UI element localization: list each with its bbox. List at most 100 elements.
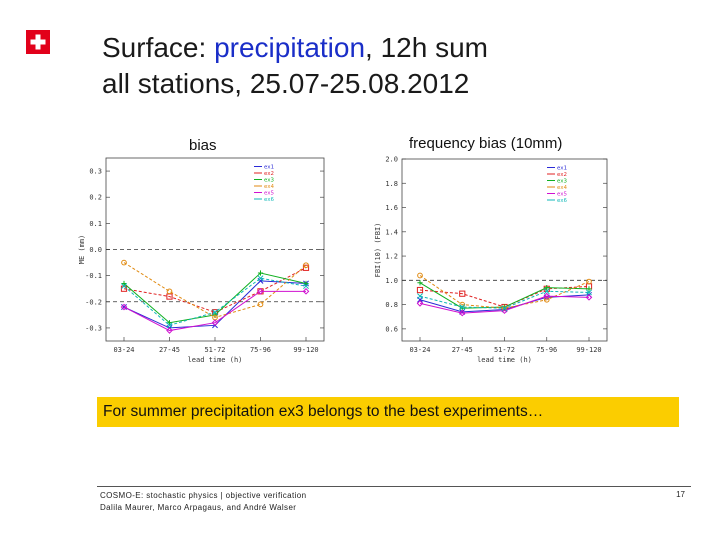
legend-label-ex1: ex1 (557, 166, 567, 172)
y-tick-label: 1.2 (385, 253, 398, 261)
footer-credits: COSMO-E: stochastic physics | objective … (100, 490, 307, 514)
data-point-ex3 (544, 285, 550, 291)
swiss-cross-icon (30, 34, 46, 50)
series-ex4 (121, 259, 309, 321)
y-tick-label: 0.0 (89, 246, 102, 254)
data-point-ex6 (166, 322, 173, 329)
footer-divider (97, 486, 691, 487)
data-point-ex2 (459, 290, 466, 297)
series-line-ex4 (419, 275, 590, 309)
data-point-ex6 (459, 304, 466, 310)
data-point-ex4 (417, 272, 423, 279)
data-point-ex6 (586, 289, 592, 296)
data-point-ex5 (257, 288, 264, 295)
x-tick-label: 99-120 (293, 346, 318, 354)
legend-label-ex6: ex6 (264, 197, 274, 203)
x-tick-label: 03-24 (113, 346, 134, 354)
data-point-ex5 (166, 327, 173, 334)
data-point-ex5 (416, 300, 424, 307)
x-tick-label: 75-96 (536, 346, 557, 354)
footer-line-2: Dalila Maurer, Marco Arpagaus, and André… (100, 503, 297, 512)
x-axis-title: lead time (h) (188, 356, 243, 364)
bias-chart-label: bias (189, 137, 217, 154)
y-tick-label: 0.6 (385, 325, 398, 333)
legend-label-ex1: ex1 (264, 165, 274, 171)
data-point-ex3 (121, 280, 127, 287)
bias-chart: 0.3 0.2 0.1 0.0 -0.1 -0.2 -0.3 03-24 27-45 51-72 7… (78, 155, 338, 370)
legend-label-ex2: ex2 (264, 171, 274, 177)
title-line-2: all stations, 25.07-25.08.2012 (102, 68, 470, 99)
y-tick-label: 1.4 (385, 228, 398, 236)
data-point-ex6 (257, 275, 264, 282)
y-tick-label: 0.1 (89, 220, 102, 228)
x-tick-label: 27-45 (159, 346, 180, 354)
data-point-ex4 (303, 262, 309, 269)
legend-label-ex3: ex3 (557, 179, 567, 185)
frequency-bias-chart: 2.0 1.8 1.6 1.4 1.2 1.0 0.8 0.6 03-24 27-45 51-72 7… (372, 150, 622, 370)
y-tick-label: -0.2 (85, 298, 102, 306)
legend-label-ex3: ex3 (264, 178, 274, 184)
data-point-ex5 (543, 292, 551, 300)
data-point-ex3 (586, 286, 592, 292)
y-tick-label: 0.2 (89, 194, 102, 202)
series-ex6 (417, 288, 592, 312)
y-tick-label: -0.1 (85, 272, 102, 280)
y-tick-label: 0.8 (385, 301, 398, 309)
data-point-ex4 (121, 259, 127, 266)
y-tick-label: 2.0 (385, 156, 398, 164)
data-point-ex5 (120, 303, 128, 311)
series-line-ex5 (123, 290, 306, 332)
data-point-ex6 (303, 283, 309, 290)
summary-note: For summer precipitation ex3 belongs to … (97, 397, 679, 427)
x-tick-label: 27-45 (452, 346, 473, 354)
title-highlight: precipitation (214, 32, 366, 63)
frequency-bias-chart-label: frequency bias (10mm) (409, 135, 563, 152)
y-tick-label: 1.8 (385, 180, 398, 188)
bias-chart-svg: 0.3 0.2 0.1 0.0 -0.1 -0.2 -0.3 03-24 27-45 51-72 7… (78, 157, 325, 364)
data-point-ex3 (257, 270, 264, 276)
data-point-ex4 (543, 296, 550, 303)
data-point-ex6 (543, 288, 550, 295)
data-point-ex3 (303, 280, 309, 287)
data-point-ex2 (416, 286, 424, 294)
data-point-ex1 (121, 304, 127, 310)
page-title: Surface: precipitation, 12h sum all stat… (102, 30, 488, 102)
x-tick-label: 51-72 (204, 346, 225, 354)
y-tick-label: -0.3 (85, 324, 102, 332)
series-ex5 (120, 288, 310, 334)
data-point-ex6 (417, 293, 423, 300)
x-tick-label: 75-96 (250, 346, 271, 354)
data-point-ex3 (166, 320, 173, 326)
series-ex2 (120, 264, 310, 316)
series-line-ex5 (419, 295, 590, 314)
legend-label-ex4: ex4 (557, 185, 568, 191)
series-ex6 (121, 275, 309, 329)
data-point-ex6 (212, 309, 218, 316)
legend-label-ex5: ex5 (557, 192, 567, 198)
x-tick-label: 03-24 (409, 346, 430, 354)
data-point-ex6 (121, 283, 127, 290)
data-point-ex6 (501, 305, 508, 312)
y-axis-title: ME (mm) (78, 235, 86, 265)
data-point-ex3 (417, 280, 423, 286)
frequency-bias-chart-svg: 2.0 1.8 1.6 1.4 1.2 1.0 0.8 0.6 03-24 27-45 51-72 7… (374, 156, 608, 364)
title-line-1: Surface: precipitation, 12h sum (102, 32, 488, 63)
footer-line-1: COSMO-E: stochastic physics | objective … (100, 491, 307, 500)
x-tick-label: 51-72 (494, 346, 515, 354)
legend-label-ex4: ex4 (264, 184, 275, 190)
series-line-ex2 (123, 267, 307, 313)
legend-label-ex2: ex2 (557, 172, 567, 178)
data-point-ex4 (257, 301, 264, 308)
legend-label-ex5: ex5 (264, 191, 274, 197)
y-tick-label: 0.3 (89, 168, 102, 176)
x-axis-title: lead time (h) (477, 356, 532, 364)
data-point-ex4 (586, 278, 592, 285)
x-tick-label: 99-120 (576, 346, 601, 354)
data-point-ex5 (211, 319, 219, 327)
data-point-ex5 (458, 309, 466, 317)
y-tick-label: 1.0 (385, 277, 398, 285)
data-point-ex5 (302, 288, 310, 295)
swiss-cross-logo (26, 30, 50, 54)
y-axis-title: FBI(10) (FBI) (374, 223, 382, 278)
page-number: 17 (676, 490, 685, 499)
